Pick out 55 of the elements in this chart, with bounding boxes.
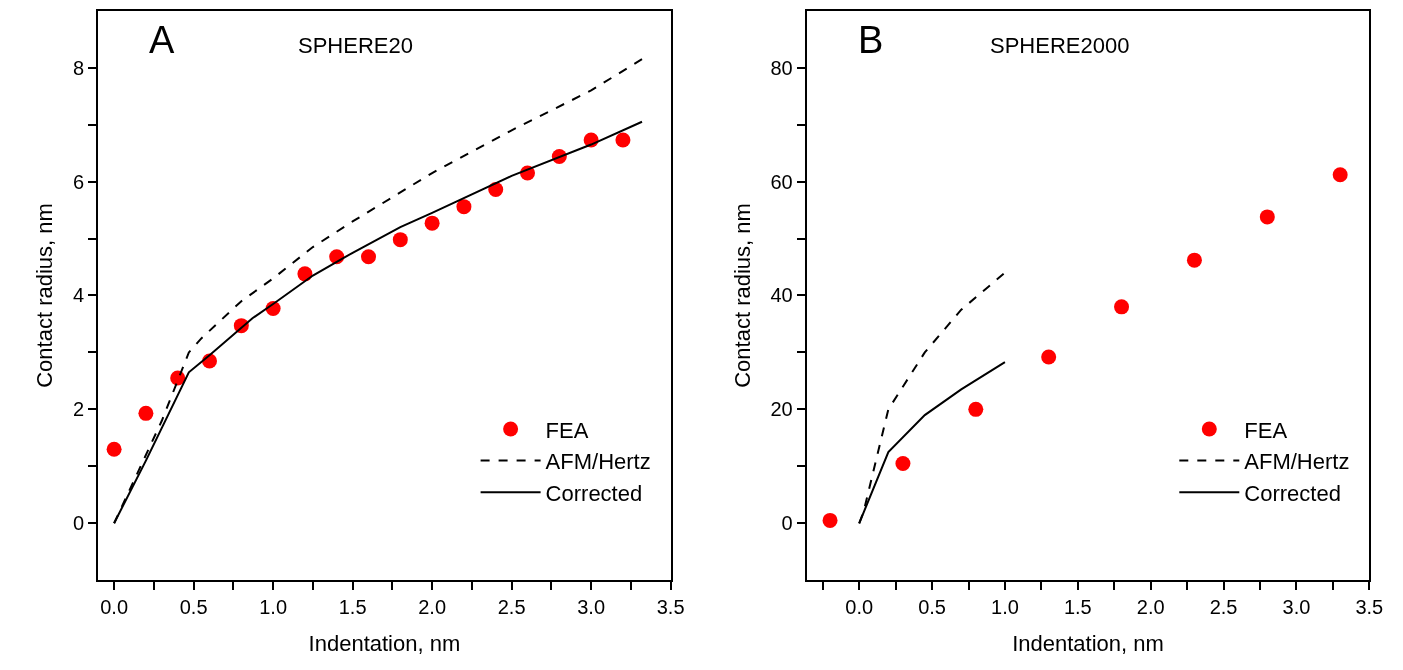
point	[822, 512, 838, 528]
legend-label: AFM/Hertz	[545, 449, 651, 475]
text: SPHERE20	[298, 33, 413, 58]
point	[424, 215, 440, 231]
legend-label: Corrected	[1244, 480, 1341, 506]
y-tick-label: 6	[73, 170, 85, 193]
legend-label: Corrected	[545, 480, 643, 506]
point	[392, 232, 408, 248]
legend-label: AFM/Hertz	[1244, 449, 1350, 475]
point	[106, 441, 122, 457]
x-tick-label: 0.0	[845, 596, 874, 619]
y-tick-label: 60	[770, 170, 793, 193]
x-tick-label: 1.0	[259, 596, 288, 619]
x-tick-label: 3.5	[656, 596, 685, 619]
point	[138, 405, 154, 421]
y-tick-label: 0	[781, 512, 793, 535]
point	[1041, 349, 1057, 365]
y-tick-label: 20	[770, 398, 793, 421]
point	[456, 199, 472, 215]
x-tick-label: 1.5	[1063, 596, 1092, 619]
x-tick-label: 3.0	[577, 596, 606, 619]
annotation: A	[149, 19, 175, 61]
y-axis-title: Contact radius, nm	[32, 203, 58, 388]
x-tick-label: 0.5	[918, 596, 946, 619]
y-tick-label: 0	[73, 512, 85, 535]
y-tick-label: 8	[73, 56, 85, 79]
point	[1114, 299, 1130, 315]
x-tick-label: 0.5	[179, 596, 208, 619]
point	[1259, 209, 1275, 225]
x-tick-label: 2.0	[1136, 596, 1165, 619]
annotation: B	[858, 19, 884, 61]
x-tick-label: 0.0	[100, 596, 129, 619]
point	[895, 455, 911, 471]
y-tick-label: 2	[73, 398, 85, 421]
y-tick-label: 80	[770, 56, 793, 79]
x-tick-label: 3.5	[1355, 596, 1384, 619]
x-axis-title: Indentation, nm	[1012, 630, 1164, 656]
point	[361, 249, 377, 265]
x-tick-label: 1.0	[991, 596, 1019, 619]
y-tick-label: 4	[73, 284, 85, 307]
y-tick-label: 40	[770, 284, 793, 307]
point	[968, 401, 984, 417]
point	[615, 132, 631, 148]
x-tick-label: 3.0	[1282, 596, 1311, 619]
legend-label: FEA	[545, 417, 589, 443]
legend-label: FEA	[1244, 417, 1288, 443]
point	[1186, 252, 1202, 268]
y-axis-title: Contact radius, nm	[729, 203, 755, 388]
text: SPHERE2000	[990, 33, 1130, 58]
x-tick-label: 2.0	[418, 596, 447, 619]
x-axis-title: Indentation, nm	[308, 630, 461, 656]
x-tick-label: 2.5	[1209, 596, 1238, 619]
x-tick-label: 1.5	[338, 596, 367, 619]
point	[1332, 167, 1348, 183]
x-tick-label: 2.5	[497, 596, 526, 619]
